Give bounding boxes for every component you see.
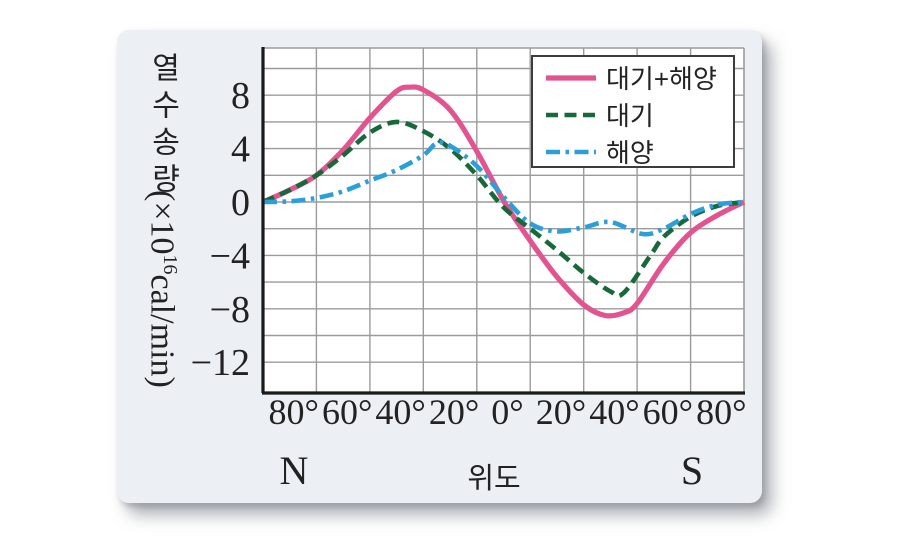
y-unit-prefix: (×10 xyxy=(143,190,181,255)
x-tick-label: 80° xyxy=(696,392,746,432)
x-axis-title: 위도 xyxy=(467,463,521,495)
legend-label: 해양 xyxy=(606,138,654,168)
y-tick-label: 0 xyxy=(231,182,250,224)
x-tick-label: 20° xyxy=(536,392,586,432)
north-hemisphere-label: N xyxy=(279,448,309,493)
legend-line-dashed-icon xyxy=(546,112,596,117)
legend-label: 대기 xyxy=(606,101,654,131)
legend-item-atmosphere-ocean: 대기+해양 xyxy=(545,59,733,96)
x-tick-label: 60° xyxy=(643,392,693,432)
y-axis-title: 열수송량 xyxy=(146,52,179,200)
legend-line-dashdot-icon xyxy=(546,149,596,154)
y-tick-label: −8 xyxy=(210,289,250,331)
series-curves xyxy=(261,84,746,319)
series-curve-solid xyxy=(261,84,746,319)
x-tick-label: 0° xyxy=(491,392,523,432)
series-curve-dashed xyxy=(262,119,745,299)
y-tick-label: 8 xyxy=(231,75,250,117)
x-tick-label: 40° xyxy=(375,392,425,432)
y-tick-label: 4 xyxy=(231,129,250,171)
y-axis-unit: (×1016cal/min) xyxy=(143,190,181,388)
x-tick-label: 60° xyxy=(322,392,372,432)
legend-item-atmosphere: 대기 xyxy=(545,96,733,133)
y-tick-label: −12 xyxy=(191,342,250,384)
y-unit-exponent: 16 xyxy=(159,254,181,275)
axes xyxy=(261,47,745,395)
south-hemisphere-label: S xyxy=(680,448,704,493)
y-unit-suffix: cal/min) xyxy=(143,274,181,388)
legend-item-ocean: 해양 xyxy=(545,133,733,170)
y-tick-label: −4 xyxy=(210,235,250,277)
x-tick-label: 20° xyxy=(429,392,479,432)
legend-line-solid-icon xyxy=(546,74,596,81)
x-tick-label: 80° xyxy=(268,392,318,432)
legend: 대기+해양 대기 해양 xyxy=(531,55,735,168)
x-tick-label: 40° xyxy=(589,392,639,432)
legend-label: 대기+해양 xyxy=(606,64,717,94)
